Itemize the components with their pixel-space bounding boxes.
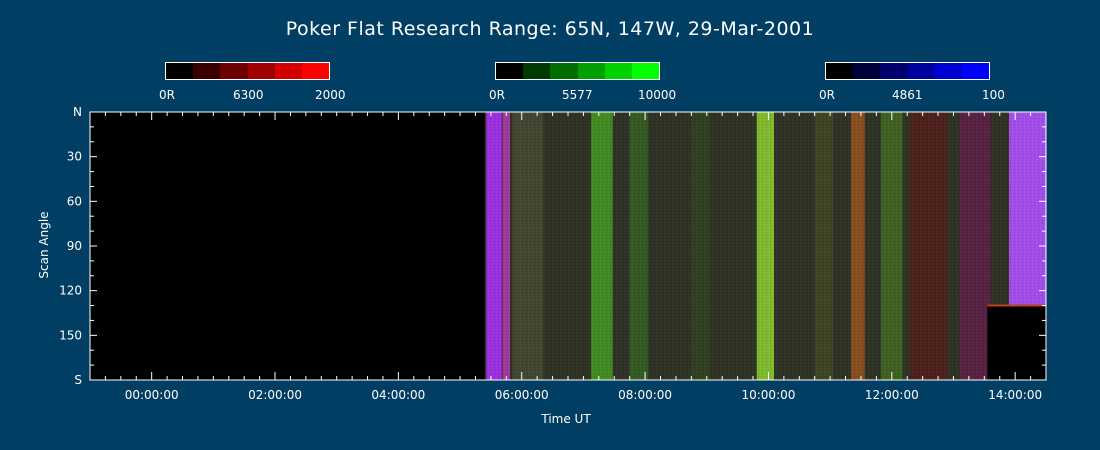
x-axis-label: Time UT <box>541 412 591 426</box>
blue-colorbar-segment <box>826 63 854 79</box>
y-tick-label: 60 <box>67 194 82 208</box>
green-colorbar-max-label: 10000 <box>638 88 677 102</box>
red-colorbar: 0R 6300 2000 <box>159 62 346 102</box>
blue-colorbar-segment <box>961 63 990 79</box>
y-tick-label: 150 <box>59 328 82 342</box>
x-tick-label: 12:00:00 <box>865 388 919 402</box>
x-tick-label: 10:00:00 <box>741 388 795 402</box>
y-tick-label: S <box>74 373 82 387</box>
y-tick-label: 120 <box>59 284 82 298</box>
keogram-image <box>90 112 1046 380</box>
x-tick-label: 14:00:00 <box>988 388 1042 402</box>
red-colorbar-min-label: 0R <box>159 88 175 102</box>
x-tick-label: 02:00:00 <box>248 388 302 402</box>
green-colorbar-segment <box>631 63 660 79</box>
x-tick-label: 00:00:00 <box>125 388 179 402</box>
green-colorbar-strip <box>495 62 660 80</box>
red-colorbar-mid-label: 6300 <box>233 88 264 102</box>
blue-colorbar-strip <box>825 62 990 80</box>
green-colorbar: 0R 5577 10000 <box>489 62 676 102</box>
x-tick-label: 04:00:00 <box>371 388 425 402</box>
green-colorbar-mid-label: 5577 <box>562 88 593 102</box>
red-colorbar-segment <box>301 63 330 79</box>
blue-colorbar-min-label: 0R <box>819 88 835 102</box>
x-tick-label: 06:00:00 <box>495 388 549 402</box>
red-colorbar-segment <box>193 63 221 79</box>
red-colorbar-segment <box>166 63 194 79</box>
blue-colorbar-segment <box>853 63 881 79</box>
green-colorbar-segment <box>604 63 632 79</box>
red-colorbar-strip <box>165 62 330 80</box>
red-colorbar-segment <box>274 63 302 79</box>
y-tick-label: N <box>73 105 82 119</box>
red-colorbar-max-label: 2000 <box>315 88 346 102</box>
chart-title: Poker Flat Research Range: 65N, 147W, 29… <box>285 18 815 40</box>
blue-colorbar-mid-label: 4861 <box>892 88 923 102</box>
green-colorbar-segment <box>523 63 551 79</box>
blue-colorbar-max-label: 100 <box>982 88 1005 102</box>
data-noise-overlay <box>484 112 1046 380</box>
x-tick-label: 08:00:00 <box>618 388 672 402</box>
green-colorbar-segment <box>496 63 524 79</box>
data-gap <box>987 305 1046 380</box>
red-colorbar-segment <box>220 63 248 79</box>
y-tick-label: 30 <box>67 150 82 164</box>
blue-colorbar: 0R 4861 100 <box>819 62 1005 102</box>
red-colorbar-segment <box>247 63 275 79</box>
green-colorbar-segment <box>577 63 605 79</box>
green-colorbar-min-label: 0R <box>489 88 505 102</box>
blue-colorbar-segment <box>880 63 908 79</box>
y-tick-label: 90 <box>67 239 82 253</box>
y-axis-label: Scan Angle <box>37 211 51 279</box>
blue-colorbar-segment <box>907 63 935 79</box>
blue-colorbar-segment <box>934 63 962 79</box>
green-colorbar-segment <box>550 63 578 79</box>
